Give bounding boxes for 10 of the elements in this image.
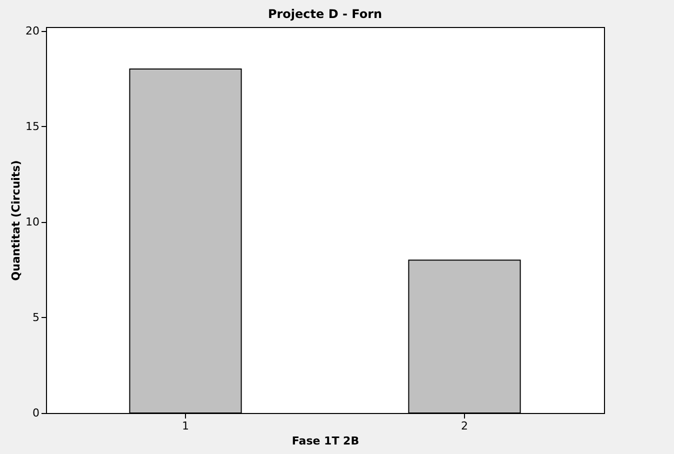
x-tick-label: 2 — [461, 420, 468, 432]
y-tick-label: 5 — [32, 310, 40, 324]
y-tick-label: 10 — [26, 215, 40, 228]
y-tick-label: 0 — [32, 406, 40, 420]
x-tick-label: 1 — [182, 420, 189, 432]
y-tick-label: 20 — [26, 24, 40, 38]
chart-title: Projecte D - Forn — [268, 6, 382, 21]
x-axis-title: Fase 1T 2B — [292, 434, 360, 448]
y-axis-title: Quantitat (Circuits) — [10, 160, 23, 281]
y-tick-label: 15 — [26, 120, 40, 133]
